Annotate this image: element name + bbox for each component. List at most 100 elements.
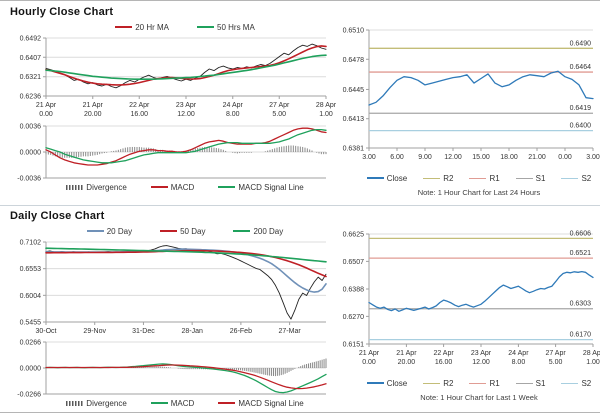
svg-text:0.0000: 0.0000: [20, 366, 42, 373]
svg-text:27-Mar: 27-Mar: [279, 328, 302, 335]
legend-item-macd: MACD: [150, 183, 194, 192]
svg-text:0.0000: 0.0000: [20, 150, 42, 157]
daily-close-panel: Daily Close Chart 20 Day 50 Day 200 Day …: [6, 208, 334, 409]
svg-text:27 Apr: 27 Apr: [545, 350, 566, 357]
legend-label: R1: [489, 173, 500, 183]
r2-line-swatch: [423, 382, 441, 384]
close-line-swatch: [366, 382, 384, 384]
legend-label: MACD: [170, 398, 195, 408]
legend-label: S2: [581, 378, 592, 388]
svg-text:31-Dec: 31-Dec: [132, 328, 155, 335]
macd-signal-line-swatch: [218, 186, 236, 188]
svg-text:0.6510: 0.6510: [343, 28, 365, 35]
svg-text:21 Apr: 21 Apr: [83, 102, 104, 109]
s1-line-swatch: [515, 177, 533, 179]
weekly-pivot-legend: Close R2 R1 S1 S2: [336, 377, 598, 389]
legend-label: 50 Hrs MA: [217, 22, 255, 32]
svg-text:0.00: 0.00: [362, 359, 376, 366]
r2-line-swatch: [423, 177, 441, 179]
hourly-pivot-panel: 0.6510 0.6478 0.6445 0.6413 0.6381 3.00 6.00 9.…: [336, 23, 600, 198]
svg-text:21 Apr: 21 Apr: [396, 350, 417, 357]
legend-label: MACD Signal Line: [238, 398, 304, 408]
svg-text:6.00: 6.00: [390, 154, 404, 161]
legend-label: MACD Signal Line: [238, 182, 304, 192]
svg-text:8.00: 8.00: [512, 359, 526, 366]
daily-chart-title: Daily Close Chart: [10, 210, 105, 222]
hourly-macd-chart: 0.0036 0.0000 -0.0036: [17, 124, 327, 183]
divergence-bars-swatch: [66, 184, 84, 190]
svg-text:28-Jan: 28-Jan: [181, 328, 203, 335]
legend-label: S2: [581, 173, 592, 183]
svg-text:0.6270: 0.6270: [343, 314, 365, 321]
20hr-ma-line-swatch: [115, 26, 133, 28]
daily-ma-legend: 20 Day 50 Day 200 Day: [6, 225, 334, 237]
svg-text:20.00: 20.00: [84, 111, 102, 118]
svg-text:21.00: 21.00: [528, 154, 546, 161]
svg-text:0.5455: 0.5455: [20, 320, 42, 327]
legend-label: Divergence: [86, 182, 127, 192]
legend-item-divergence: Divergence: [66, 398, 127, 408]
svg-text:0.6419: 0.6419: [570, 105, 592, 112]
legend-label: 20 Day: [106, 226, 133, 236]
svg-text:0.6464: 0.6464: [570, 64, 592, 71]
svg-text:0.6400: 0.6400: [570, 123, 592, 130]
legend-label: S1: [535, 378, 546, 388]
svg-text:0.6625: 0.6625: [343, 232, 365, 239]
legend-item-50hrs-ma: 50 Hrs MA: [197, 23, 255, 32]
legend-item-200-day: 200 Day: [233, 227, 283, 236]
weekly-pivot-note: Note: 1 Hour Chart for Last 1 Week: [420, 393, 538, 402]
svg-text:28 Apr: 28 Apr: [316, 102, 337, 109]
legend-item-macd-signal: MACD Signal Line: [218, 398, 304, 408]
svg-text:0.6388: 0.6388: [343, 287, 365, 294]
50-day-line-swatch: [160, 230, 178, 232]
svg-text:29-Nov: 29-Nov: [83, 328, 106, 335]
macd-line-swatch: [150, 402, 168, 404]
legend-item-close: Close: [366, 379, 407, 388]
legend-item-r2: R2: [423, 174, 453, 183]
s2-line-swatch: [561, 382, 579, 384]
svg-text:0.6492: 0.6492: [20, 36, 42, 43]
svg-text:3.00: 3.00: [586, 154, 600, 161]
svg-text:5.00: 5.00: [272, 111, 286, 118]
legend-label: 20 Hr MA: [135, 22, 169, 32]
svg-text:0.6236: 0.6236: [20, 94, 42, 101]
svg-text:0.6507: 0.6507: [343, 259, 365, 266]
svg-text:30-Oct: 30-Oct: [35, 328, 56, 335]
svg-text:0.6321: 0.6321: [20, 74, 42, 81]
legend-item-s2: S2: [561, 174, 591, 183]
legend-label: 200 Day: [253, 226, 284, 236]
svg-text:26-Feb: 26-Feb: [230, 328, 252, 335]
legend-item-divergence: Divergence: [66, 182, 127, 192]
legend-label: S1: [535, 173, 546, 183]
legend-label: R2: [443, 173, 454, 183]
svg-text:23 Apr: 23 Apr: [471, 350, 492, 357]
legend-label: 50 Day: [180, 226, 206, 236]
svg-text:0.00: 0.00: [558, 154, 572, 161]
svg-text:5.00: 5.00: [549, 359, 563, 366]
legend-item-s1: S1: [515, 173, 546, 183]
svg-text:24 Apr: 24 Apr: [223, 102, 244, 109]
legend-item-close: Close: [366, 173, 408, 183]
legend-item-s1: S1: [515, 378, 546, 388]
svg-text:0.6407: 0.6407: [20, 55, 42, 62]
svg-text:28 Apr: 28 Apr: [583, 350, 600, 357]
svg-text:0.7102: 0.7102: [20, 240, 42, 247]
legend-item-macd-signal: MACD Signal Line: [218, 182, 304, 192]
20-day-line-swatch: [86, 230, 104, 232]
legend-label: Close: [386, 173, 408, 183]
hourly-close-panel: Hourly Close Chart 20 Hr MA 50 Hrs MA 0.…: [6, 4, 337, 193]
legend-item-r1: R1: [469, 173, 500, 183]
svg-text:21 Apr: 21 Apr: [359, 350, 380, 357]
svg-text:9.00: 9.00: [418, 154, 432, 161]
svg-text:0.6445: 0.6445: [343, 87, 365, 94]
legend-label: R2: [443, 378, 454, 388]
svg-text:0.6553: 0.6553: [20, 266, 42, 273]
legend-label: Divergence: [86, 398, 127, 408]
weekly-pivot-panel: 0.6625 0.6507 0.6388 0.6270 0.6151 21 Apr 0.00…: [336, 227, 600, 402]
hourly-ma-legend: 20 Hr MA 50 Hrs MA: [6, 21, 334, 33]
svg-text:3.00: 3.00: [362, 154, 376, 161]
svg-text:0.6490: 0.6490: [570, 40, 592, 47]
